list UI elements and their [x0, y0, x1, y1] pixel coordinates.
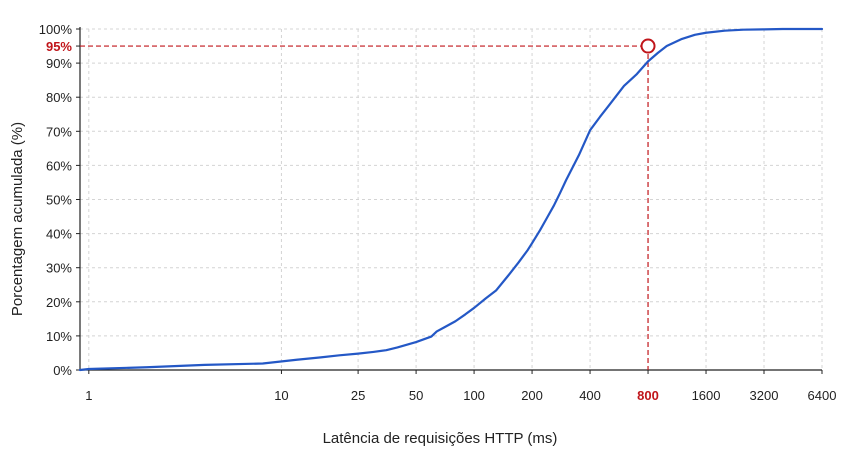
reference-lines [80, 45, 649, 370]
axes-layer [76, 27, 823, 374]
y-tick-label: 0% [53, 363, 72, 378]
x-tick-label: 800 [637, 388, 659, 403]
x-tick-label: 1 [85, 388, 92, 403]
p95-marker-point [640, 38, 656, 54]
x-tick-label: 25 [351, 388, 365, 403]
series-layer [78, 27, 824, 372]
y-tick-label: 100% [39, 22, 73, 37]
y-tick-label: 40% [46, 227, 72, 242]
tick-labels: 1 10 25 50 100 200 400 800 1600 3200 6400 0% 10% 20% 3… [39, 22, 837, 403]
grid-layer [80, 28, 823, 371]
y-tick-label: 30% [46, 261, 72, 276]
x-axis-title: Latência de requisições HTTP (ms) [323, 430, 558, 447]
x-tick-label: 3200 [750, 388, 779, 403]
y-tick-label: 10% [46, 329, 72, 344]
x-tick-label: 400 [579, 388, 601, 403]
x-tick-label: 200 [521, 388, 543, 403]
y-axis-title: Porcentagem acumulada (%) [9, 122, 26, 316]
x-tick-label: 100 [463, 388, 485, 403]
cdf-series-line [78, 27, 824, 372]
x-tick-label: 1600 [692, 388, 721, 403]
y-tick-label: 90% [46, 56, 72, 71]
y-tick-label: 50% [46, 193, 72, 208]
y-tick-label: 70% [46, 124, 72, 139]
y-tick-label: 20% [46, 295, 72, 310]
x-tick-label: 6400 [808, 388, 837, 403]
y-tick-label: 80% [46, 90, 72, 105]
y-tick-label: 60% [46, 158, 72, 173]
y-tick-label: 95% [46, 39, 72, 54]
x-tick-label: 50 [409, 388, 423, 403]
x-tick-label: 10 [274, 388, 288, 403]
